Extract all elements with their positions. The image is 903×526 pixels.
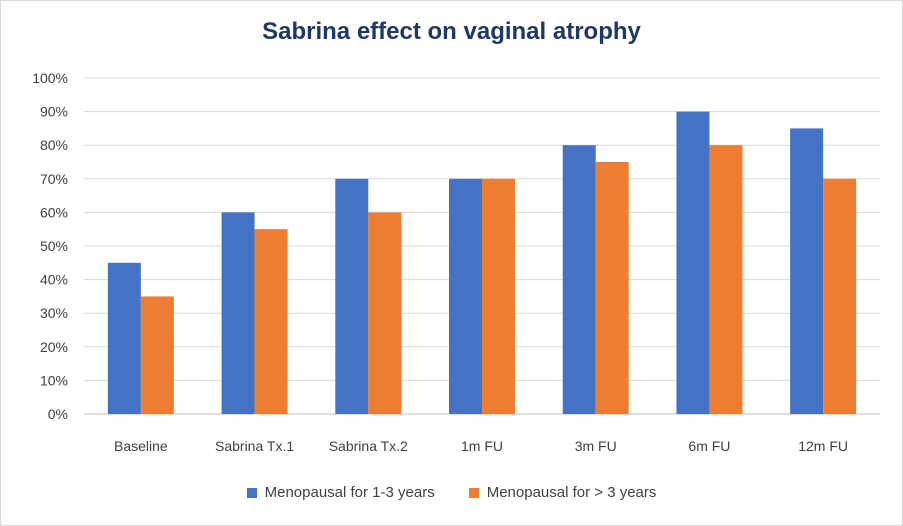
- x-tick-label: 12m FU: [798, 438, 848, 454]
- y-tick-label: 70%: [40, 171, 68, 187]
- y-tick-label: 40%: [40, 272, 68, 288]
- y-tick-label: 10%: [40, 372, 68, 388]
- bar-series-1: [335, 178, 369, 414]
- x-tick-label: Sabrina Tx.2: [329, 438, 408, 454]
- bar-series-1: [221, 212, 255, 414]
- bar-series-1: [676, 111, 710, 414]
- legend-swatch-series-1: [246, 487, 257, 498]
- bar-series-2: [823, 178, 857, 414]
- x-tick-label: 1m FU: [461, 438, 503, 454]
- x-tick-label: Baseline: [114, 438, 168, 454]
- x-tick-label: 3m FU: [575, 438, 617, 454]
- legend: Menopausal for 1-3 years Menopausal for …: [0, 484, 903, 501]
- legend-item-series-1: Menopausal for 1-3 years: [246, 484, 435, 501]
- legend-swatch-series-2: [468, 487, 479, 498]
- y-tick-label: 90%: [40, 104, 68, 120]
- y-tick-label: 80%: [40, 137, 68, 153]
- legend-label-series-1: Menopausal for 1-3 years: [264, 484, 435, 501]
- y-tick-label: 0%: [48, 406, 68, 422]
- y-tick-label: 30%: [40, 305, 68, 321]
- x-tick-label: Sabrina Tx.1: [215, 438, 294, 454]
- x-tick-label: 6m FU: [688, 438, 730, 454]
- y-tick-label: 50%: [40, 238, 68, 254]
- bar-series-2: [595, 162, 629, 414]
- x-axis-ticks: Baseline Sabrina Tx.1 Sabrina Tx.2 1m FU 3m …: [114, 438, 848, 454]
- bar-series-2: [368, 212, 402, 414]
- y-tick-label: 20%: [40, 339, 68, 355]
- bar-series-1: [790, 128, 824, 414]
- bar-series-2: [140, 296, 174, 414]
- bar-series-1: [449, 178, 482, 414]
- bar-series-2: [482, 178, 515, 414]
- bar-series-2: [254, 229, 288, 414]
- legend-label-series-2: Menopausal for > 3 years: [486, 484, 657, 501]
- chart-title: Sabrina effect on vaginal atrophy: [262, 18, 641, 45]
- y-tick-label: 100%: [32, 70, 68, 86]
- legend-item-series-2: Menopausal for > 3 years: [468, 484, 657, 501]
- bar-series-1: [107, 262, 141, 414]
- bar-series-2: [709, 145, 743, 414]
- bars: [107, 111, 857, 414]
- y-tick-label: 60%: [40, 204, 68, 220]
- bar-series-1: [562, 145, 596, 414]
- y-axis-ticks: 0% 10% 20% 30% 40% 50% 60% 70% 80% 90% 100%: [32, 70, 68, 422]
